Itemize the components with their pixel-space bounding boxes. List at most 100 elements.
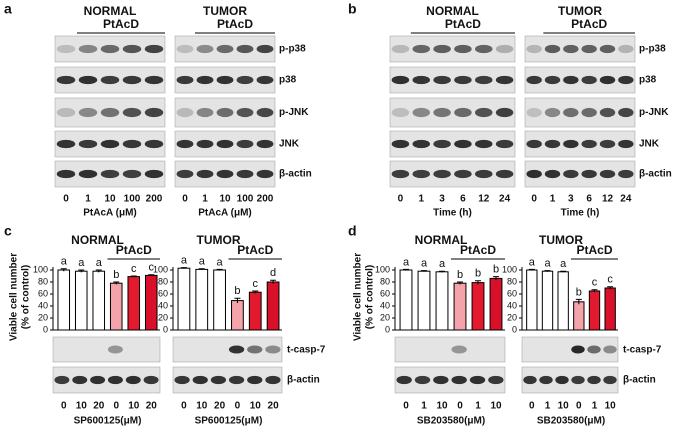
blot-band [618,139,634,149]
row-label: JNK [639,139,660,150]
blot-strip [389,66,516,94]
error-bar [216,268,223,271]
lane-label: 1 [85,194,91,205]
blot-band [412,169,430,179]
blot-band [247,375,263,385]
y-tick-label: 80 [380,276,390,286]
x-tick-label: 10 [128,401,140,412]
x-tick-label: 0 [576,401,582,412]
blot-band [563,44,579,54]
blot-band [475,44,493,54]
y-tick-label: 60 [507,288,517,298]
blot-band [216,139,234,149]
significance-letter: a [181,255,188,267]
blot-band [144,44,164,54]
bar [195,268,209,331]
row-label: β-actin [623,375,656,386]
blot-band [236,169,254,179]
blot-band [125,375,141,385]
blot-band [454,107,472,118]
blot-band [196,139,214,149]
significance-letter: b [234,285,240,297]
blot-band [196,44,214,54]
blot-band [526,44,542,54]
blot-band [495,169,514,179]
significance-letter: b [457,269,463,281]
error-bar [234,297,241,303]
bar [74,270,88,331]
y-tick-label: 80 [158,276,168,286]
lane-label: 0 [182,194,188,205]
row-label: β-actin [287,375,320,386]
bar [526,269,538,331]
blot-band [454,75,472,85]
blot-band [412,44,430,54]
x-tick-label: 10 [196,401,208,412]
bar [471,282,485,331]
row-label: p38 [639,75,657,86]
row-label: p-JNK [279,107,309,118]
blot-band [256,44,274,54]
lane-label: 0 [63,194,69,205]
lane-label: 1 [418,194,424,205]
panel-label: a [4,1,12,17]
y-tick-label: 20 [158,312,168,322]
blot-band [526,75,542,85]
blot-band [236,107,254,118]
blot-band [100,107,120,118]
blot-band [603,375,617,385]
significance-letter: a [199,256,206,268]
significance-letter: a [403,256,410,268]
blot-strip [521,336,619,363]
y-tick-label: 40 [380,300,390,310]
y-tick-label: 0 [163,324,168,334]
significance-letter: a [96,257,103,269]
blot-band [581,75,597,85]
error-bar [60,268,67,272]
x-tick-label: 20 [93,401,105,412]
blot-band [433,44,451,54]
significance-letter: c [149,262,155,274]
blot-band [581,169,597,179]
blot-band [563,75,579,85]
treatment-label: PtAcD [217,17,253,31]
x-tick-label: 0 [61,401,67,412]
error-bar [439,270,445,273]
blot-strip [172,336,283,363]
row-label: JNK [279,139,300,150]
blot-band [526,107,542,118]
x-tick-label: 0 [113,401,119,412]
bar [557,271,569,331]
blot-band [56,107,76,118]
blot-band [475,139,493,149]
y-axis-title: (% of control) [21,265,32,329]
blot-band [256,169,274,179]
x-tick-label: 0 [529,401,535,412]
blot-band [475,169,493,179]
blot-band [618,169,634,179]
blot-band [100,139,120,149]
x-tick-label: 0 [457,401,463,412]
blot-band [176,139,194,149]
treatment-label: PtAcD [116,243,152,257]
lane-label: 10 [219,194,231,205]
x-tick-label: 1 [475,401,481,412]
x-axis-title: SB203580(μM) [537,416,605,427]
blot-band [544,169,561,179]
y-tick-label: 20 [380,312,390,322]
row-label: p-p38 [279,44,306,55]
treatment-label: PtAcD [576,243,612,257]
x-tick-label: 10 [436,401,448,412]
lane-label: 3 [568,194,574,205]
y-tick-label: 40 [507,300,517,310]
blot-band [495,107,514,118]
blot-band [469,375,486,385]
y-axis-title: (% of control) [365,265,376,329]
error-bar [198,268,205,270]
x-tick-label: 0 [181,401,187,412]
bar [453,282,467,331]
blot-band [265,345,281,354]
lane-label: 200 [146,194,163,205]
error-bar [95,269,102,273]
blot-band [433,107,451,118]
